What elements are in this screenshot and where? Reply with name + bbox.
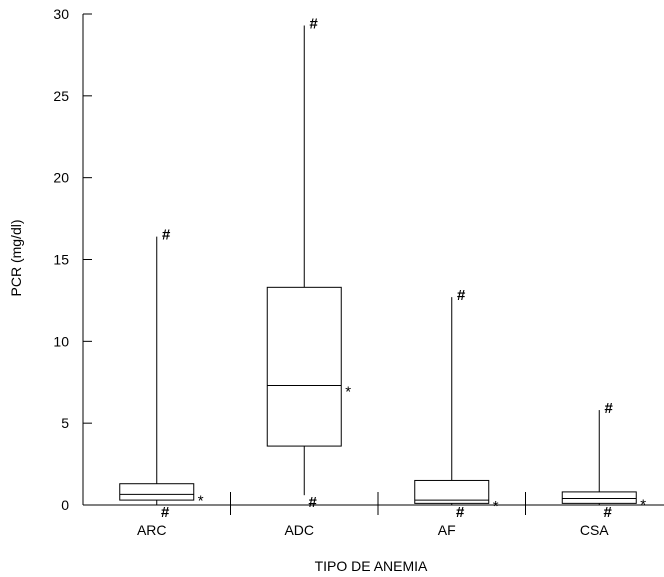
x-category-label: ADC: [284, 522, 314, 538]
x-axis-title: TIPO DE ANEMIA: [315, 558, 428, 574]
median-marker: *: [640, 496, 646, 513]
x-category-label: CSA: [580, 522, 609, 538]
x-category-label: ARC: [137, 522, 167, 538]
min-outlier-marker: #: [161, 504, 170, 521]
box-iqr: [414, 479, 490, 504]
x-category-label: AF: [438, 522, 456, 538]
min-outlier-marker: #: [308, 494, 317, 511]
median-marker: *: [345, 384, 351, 401]
y-axis: 0 5 10 15 20 25 30: [53, 6, 92, 513]
y-tick-label: 30: [53, 6, 69, 22]
y-tick-label: 5: [61, 415, 69, 431]
y-axis-title: PCR (mg/dl): [8, 219, 24, 296]
box-csa: # # * CSA: [561, 400, 646, 538]
box-arc: # # * ARC: [119, 227, 204, 538]
median-marker: *: [493, 498, 499, 515]
box-series: ##*ARC##*ADC## *AF## *CSA: [119, 15, 646, 538]
y-tick-label: 0: [61, 497, 69, 513]
box-af: # # * AF: [414, 287, 499, 538]
y-tick-label: 25: [53, 88, 69, 104]
box-iqr: [561, 491, 637, 504]
box-iqr: [119, 483, 195, 501]
min-outlier-marker: #: [603, 504, 612, 521]
min-outlier-marker: #: [456, 504, 465, 521]
y-tick-label: 15: [53, 252, 69, 268]
y-tick-label: 20: [53, 170, 69, 186]
median-marker: *: [198, 492, 204, 509]
box-iqr: [266, 286, 342, 447]
box-adc: # # * ADC: [266, 15, 351, 538]
max-outlier-marker: #: [457, 287, 466, 304]
x-axis: [83, 492, 664, 515]
y-tick-label: 10: [53, 333, 69, 349]
max-outlier-marker: #: [604, 400, 613, 417]
max-outlier-marker: #: [162, 227, 171, 244]
max-outlier-marker: #: [309, 15, 318, 32]
